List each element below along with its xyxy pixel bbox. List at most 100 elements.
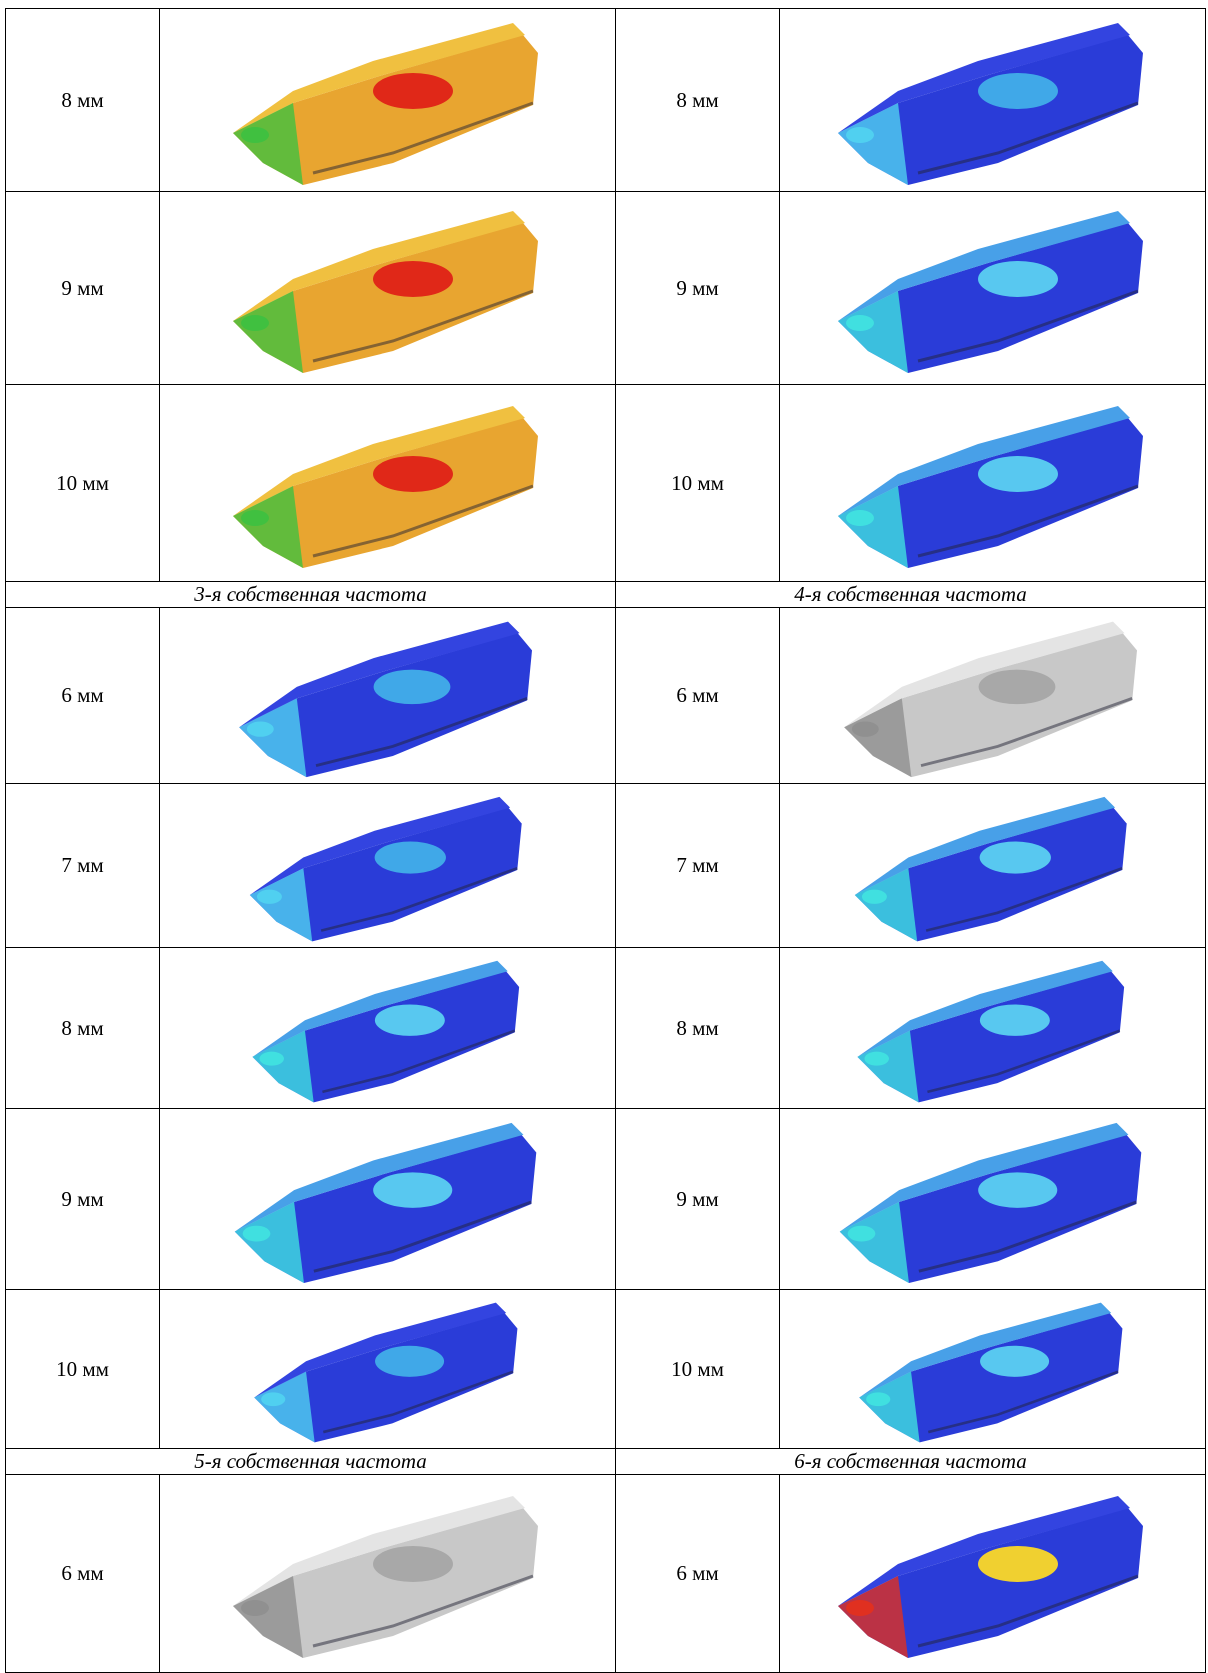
image-cell	[159, 1474, 616, 1673]
thickness-label: 10 мм	[5, 384, 160, 582]
hull-front	[837, 1576, 908, 1658]
contour-spot	[863, 1051, 889, 1066]
vehicle-image	[837, 210, 1143, 373]
track-edge	[312, 484, 534, 557]
hull-front	[839, 1201, 909, 1283]
contour-spot	[240, 1600, 269, 1616]
hull-side	[251, 970, 519, 1102]
hull-top	[251, 960, 508, 1057]
image-cell	[159, 607, 616, 784]
thickness-label: 6 мм	[615, 607, 780, 784]
image-cell	[779, 947, 1206, 1109]
hull-top	[232, 22, 525, 133]
result-row: 9 мм 9 мм	[5, 191, 1206, 385]
result-row: 6 мм 6 мм	[5, 1474, 1206, 1673]
image-cell	[159, 1289, 616, 1449]
image-cell	[779, 8, 1206, 192]
hull-side	[839, 1134, 1141, 1283]
vehicle-image	[232, 1496, 538, 1658]
hull-top	[856, 960, 1113, 1057]
image-cell	[779, 1289, 1206, 1449]
hull-top	[249, 796, 510, 895]
caption-row: 3-я собственная частота 4-я собственная ч…	[5, 581, 1206, 608]
result-row: 7 мм 7 мм	[5, 783, 1206, 948]
result-row: 8 мм 8 мм	[5, 947, 1206, 1109]
contour-spot	[372, 260, 453, 297]
hull-front	[253, 1371, 315, 1442]
hull-front	[232, 485, 303, 568]
thickness-label: 10 мм	[615, 384, 780, 582]
vehicle-image	[249, 796, 522, 941]
thickness-label: 8 мм	[5, 947, 160, 1109]
vehicle-image	[837, 22, 1143, 185]
contour-spot	[977, 1546, 1058, 1582]
image-cell	[779, 1108, 1206, 1290]
hull-top	[837, 1496, 1130, 1606]
image-cell	[779, 191, 1206, 385]
hull-side	[837, 34, 1143, 185]
thickness-label: 6 мм	[615, 1474, 780, 1673]
track-edge	[315, 696, 528, 767]
contour-spot	[374, 1345, 444, 1377]
vehicle-image	[839, 1122, 1141, 1283]
hull-side	[837, 222, 1143, 373]
contour-spot	[258, 1051, 284, 1066]
contour-spot	[977, 260, 1058, 297]
track-edge	[917, 101, 1139, 174]
image-cell	[779, 783, 1206, 948]
track-edge	[312, 289, 534, 362]
vehicle-image	[232, 405, 538, 568]
vehicle-image	[858, 1302, 1122, 1442]
hull-front	[232, 1576, 303, 1658]
contour-spot	[260, 1391, 285, 1406]
contour-spot	[977, 455, 1058, 492]
thickness-label: 9 мм	[615, 191, 780, 385]
hull-front	[843, 697, 911, 777]
hull-side	[232, 222, 538, 373]
track-edge	[917, 1574, 1139, 1648]
track-edge	[917, 484, 1139, 557]
thickness-label: 8 мм	[5, 8, 160, 192]
contour-spot	[372, 1171, 452, 1208]
image-cell	[779, 1474, 1206, 1673]
vehicle-image	[854, 796, 1127, 941]
section-caption: 6-я собственная частота	[615, 1448, 1206, 1475]
hull-top	[858, 1302, 1111, 1398]
contour-spot	[374, 840, 446, 874]
contour-spot	[847, 1225, 875, 1242]
contour-spot	[246, 720, 274, 737]
hull-front	[856, 1030, 919, 1102]
thickness-label: 6 мм	[5, 607, 160, 784]
hull-side	[858, 1312, 1122, 1442]
track-edge	[926, 1028, 1120, 1093]
hull-side	[232, 417, 538, 568]
track-edge	[927, 1369, 1119, 1433]
contour-spot	[845, 509, 874, 526]
image-cell	[159, 947, 616, 1109]
vehicle-image	[253, 1302, 517, 1442]
hull-top	[232, 210, 525, 321]
result-row: 9 мм 9 мм	[5, 1108, 1206, 1290]
contour-spot	[978, 669, 1055, 704]
hull-front	[837, 485, 908, 568]
contour-spot	[256, 889, 282, 904]
contour-spot	[240, 509, 269, 526]
hull-side	[253, 1312, 517, 1442]
hull-side	[837, 1508, 1143, 1658]
image-cell	[779, 607, 1206, 784]
track-edge	[917, 1200, 1137, 1273]
hull-front	[858, 1371, 920, 1442]
vehicle-image	[856, 960, 1124, 1102]
thickness-label: 6 мм	[5, 1474, 160, 1673]
vehicle-image	[232, 22, 538, 185]
track-edge	[925, 866, 1123, 932]
hull-top	[253, 1302, 506, 1398]
section-caption: 3-я собственная частота	[5, 581, 616, 608]
result-row: 10 мм 10 мм	[5, 384, 1206, 582]
thickness-label: 9 мм	[5, 191, 160, 385]
results-table: 8 мм 8 мм 9 мм 9 мм 10 мм 10 мм 3-я собственна…	[5, 8, 1206, 1673]
contour-spot	[979, 1345, 1049, 1377]
contour-spot	[372, 455, 453, 492]
result-row: 6 мм 6 мм	[5, 607, 1206, 784]
